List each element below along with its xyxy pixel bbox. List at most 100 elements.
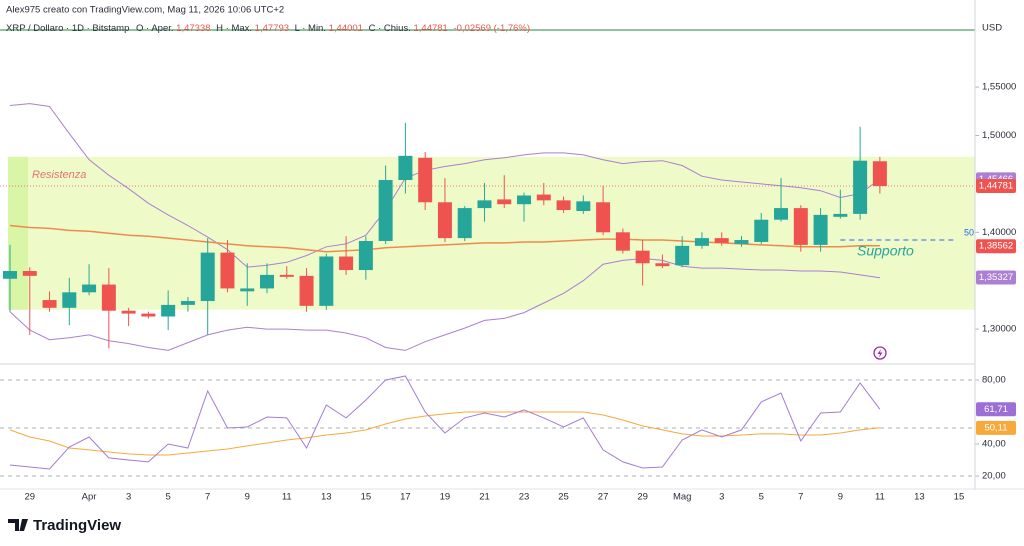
annotation-support: Supporto	[857, 243, 914, 259]
x-tick-label: 9	[838, 492, 843, 503]
candle-body	[180, 301, 195, 305]
candle-body	[161, 304, 176, 317]
price-tag	[976, 239, 1016, 254]
candle-body	[635, 250, 650, 264]
candle-body	[42, 300, 57, 308]
y-tick-label: 80,00	[982, 375, 1006, 386]
candle-body	[260, 274, 275, 289]
candle-body	[714, 238, 729, 243]
candle-body	[141, 313, 156, 317]
candle-body	[220, 252, 235, 289]
candle-body	[279, 274, 294, 277]
candle-body	[477, 200, 492, 209]
candle-body	[457, 208, 472, 239]
price-tag-label: 1,38562	[979, 241, 1013, 252]
price-tag	[976, 270, 1016, 285]
x-tick-label: 13	[321, 492, 332, 503]
y-tick-label: 1,40000	[982, 227, 1016, 238]
x-tick-label: 17	[400, 492, 411, 503]
candle-body	[82, 284, 97, 293]
price-tag	[976, 420, 1016, 435]
x-tick-label: 29	[24, 492, 35, 503]
candle-body	[497, 199, 512, 205]
candle-body	[655, 263, 670, 267]
candle-body	[694, 238, 709, 246]
x-tick-label: 13	[914, 492, 925, 503]
candle-body	[615, 232, 630, 251]
candle-body	[437, 202, 452, 239]
x-tick-label: 11	[875, 492, 885, 503]
plot-layer: 1,55000 1,50000 1,40000 1,30000 29 Apr 3 5 7 9 11 1…	[0, 82, 1016, 503]
candle-body	[853, 160, 868, 214]
price-tag-label: 50,11	[984, 422, 1007, 433]
candle-body	[22, 271, 37, 276]
price-tag-label: 1,44781	[979, 181, 1013, 192]
indicator-line	[9, 103, 881, 268]
x-tick-label: 15	[954, 492, 965, 503]
x-tick-label: Apr	[82, 492, 97, 503]
logo: TradingView	[8, 517, 121, 534]
symbol-header: XRP / Dollaro · 1D · Bitstamp O · Aper. …	[6, 23, 530, 34]
indicator-line	[9, 411, 880, 456]
x-tick-label: Mag	[673, 492, 691, 503]
ohlc-value: 1,44001	[329, 23, 363, 34]
x-tick-label: 25	[558, 492, 569, 503]
candle-body	[517, 195, 532, 205]
x-tick-label: 3	[719, 492, 724, 503]
x-tick-label: 5	[166, 492, 171, 503]
candle-body	[358, 241, 373, 271]
ohlc-value: 1,47793	[255, 23, 289, 34]
x-tick-label: 29	[637, 492, 648, 503]
change: -0,02569 (-1,76%)	[453, 23, 530, 34]
y-tick-label: 40,00	[982, 439, 1006, 450]
indicator-line	[9, 375, 881, 470]
price-tag-label: 61,71	[984, 404, 1008, 415]
alert-icon	[873, 346, 887, 360]
range-zone	[8, 156, 975, 310]
ohlc-key: O · Aper.	[136, 23, 174, 34]
candle-body	[3, 271, 17, 279]
candle-body	[62, 292, 77, 308]
candle-body	[101, 284, 116, 311]
x-tick-label: 9	[245, 492, 250, 503]
annotation-resistance: Resistenza	[32, 169, 86, 181]
x-tick-label: 15	[361, 492, 372, 503]
y-tick-label: 20,00	[982, 471, 1006, 482]
range-zone-edge	[8, 156, 28, 310]
candle-body	[378, 180, 393, 242]
ohlc-value: 1,44781	[413, 23, 447, 34]
indicator-line	[9, 257, 880, 351]
symbol: XRP / Dollaro · 1D · Bitstamp	[6, 23, 129, 34]
x-tick-label: 3	[126, 492, 131, 503]
author-line: Alex975 creato con TradingView.com, Mag …	[6, 5, 284, 16]
candle-body	[339, 256, 354, 271]
candle-body	[754, 219, 769, 242]
price-tag-label: 1,35327	[979, 272, 1013, 283]
ohlc-value: 1,47338	[176, 23, 210, 34]
ohlc-key: L · Min.	[295, 23, 326, 34]
candle-body	[793, 208, 808, 245]
candle-body	[319, 256, 334, 306]
candle-body	[734, 240, 749, 244]
candle-body	[774, 208, 789, 220]
currency: USD	[982, 23, 1002, 34]
candle-body	[536, 194, 551, 201]
logo-text: TradingView	[33, 517, 121, 534]
price-tag	[976, 179, 1016, 194]
x-tick-label: 7	[205, 492, 210, 503]
ohlc-key: H · Max.	[216, 23, 252, 34]
candle-body	[576, 201, 591, 212]
candle-body	[240, 288, 255, 292]
candle-body	[418, 157, 433, 203]
candle-body	[596, 202, 611, 233]
candle-body	[299, 275, 314, 306]
x-tick-label: 7	[798, 492, 803, 503]
candle-body	[556, 200, 571, 211]
candle-body	[675, 245, 690, 266]
zone-layer	[8, 156, 975, 310]
y-tick-label: 1,50000	[982, 130, 1016, 141]
ohlc-key: C · Chius.	[369, 23, 411, 34]
price-tag	[976, 402, 1016, 417]
x-tick-label: 27	[598, 492, 609, 503]
